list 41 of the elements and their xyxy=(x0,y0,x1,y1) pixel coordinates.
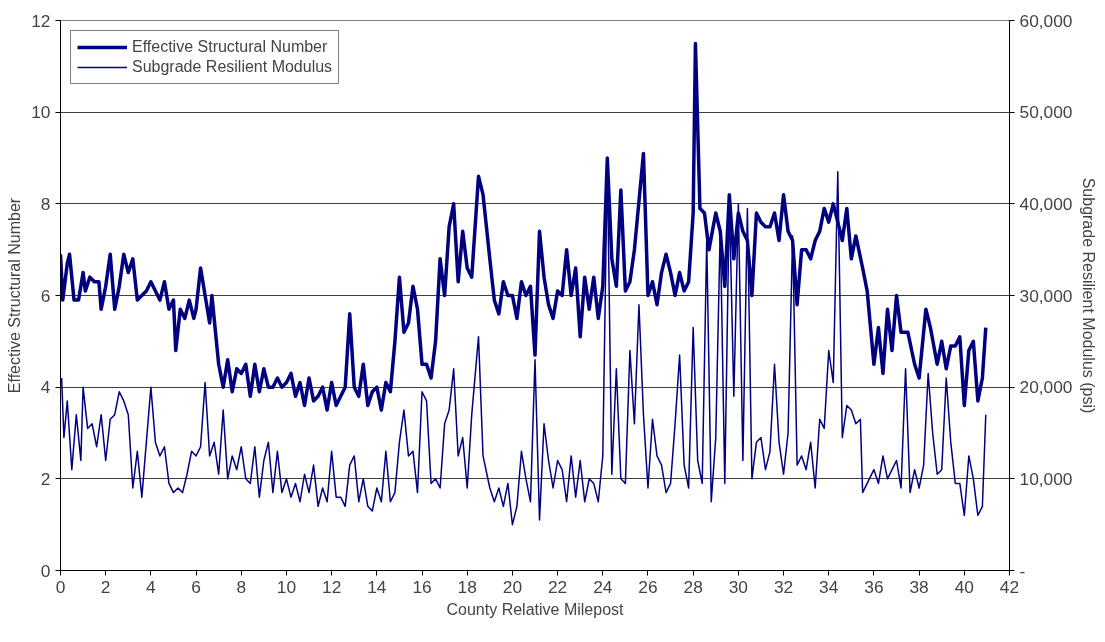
x-tick-label: 36 xyxy=(864,576,884,597)
x-tick-label: 12 xyxy=(322,576,342,597)
x-tick-label: 16 xyxy=(412,576,432,597)
y2-tick-label: 50,000 xyxy=(1019,102,1073,123)
y-tick-label: 12 xyxy=(31,10,51,31)
x-tick-label: 40 xyxy=(954,576,974,597)
y2-tick-label: 40,000 xyxy=(1019,193,1073,214)
y2-axis-title: Subgrade Resilient Modulus (psi) xyxy=(1080,177,1098,414)
x-tick-label: 42 xyxy=(999,576,1020,597)
y-tick-label: 0 xyxy=(40,560,51,581)
y-tick-label: 10 xyxy=(31,102,51,123)
x-tick-label: 24 xyxy=(593,576,613,597)
y-tick-label: 4 xyxy=(40,377,51,398)
legend-label: Effective Structural Number xyxy=(132,38,328,56)
y-tick-label: 6 xyxy=(40,285,51,306)
x-tick-label: 2 xyxy=(100,576,111,597)
x-tick-label: 0 xyxy=(55,576,66,597)
y2-tick-label: 60,000 xyxy=(1019,10,1073,31)
x-tick-label: 28 xyxy=(683,576,703,597)
x-tick-label: 6 xyxy=(191,576,201,597)
x-tick-label: 30 xyxy=(728,576,748,597)
x-tick-label: 4 xyxy=(146,576,157,597)
y-axis-title: Effective Structural Number xyxy=(6,197,24,394)
x-tick-label: 8 xyxy=(236,576,247,597)
y-tick-label: 2 xyxy=(40,468,51,489)
x-tick-label: 22 xyxy=(547,576,568,597)
x-tick-label: 38 xyxy=(909,576,929,597)
x-tick-label: 18 xyxy=(457,576,477,597)
y2-tick-label: 30,000 xyxy=(1019,285,1073,306)
y2-tick-label: 10,000 xyxy=(1019,468,1073,489)
x-tick-label: 20 xyxy=(502,576,523,597)
x-tick-label: 32 xyxy=(773,576,794,597)
y-tick-label: 8 xyxy=(40,193,51,214)
x-tick-label: 26 xyxy=(638,576,658,597)
y2-tick-label: - xyxy=(1019,560,1026,581)
x-tick-label: 10 xyxy=(276,576,297,597)
legend-label: Subgrade Resilient Modulus xyxy=(132,58,333,76)
x-tick-label: 14 xyxy=(367,576,387,597)
x-tick-label: 34 xyxy=(819,576,839,597)
y2-tick-label: 20,000 xyxy=(1019,377,1073,398)
x-axis-title: County Relative Milepost xyxy=(446,600,625,618)
